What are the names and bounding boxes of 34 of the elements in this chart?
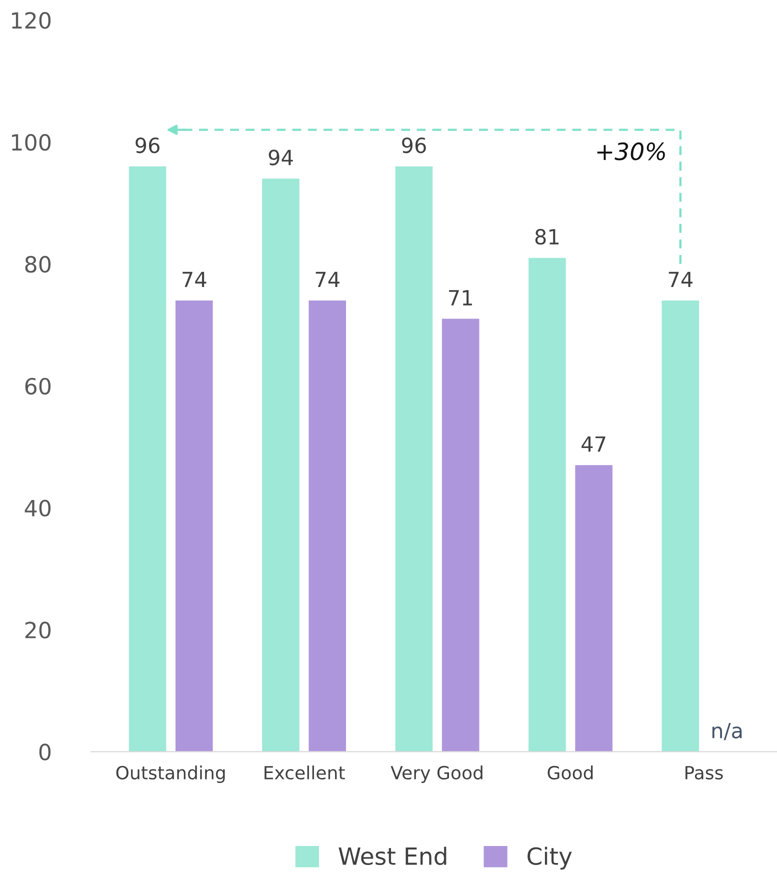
y-tick-label: 120 xyxy=(12,12,51,29)
bar xyxy=(575,465,612,752)
x-tick-label: Very Good xyxy=(390,766,482,784)
x-tick-label: Excellent xyxy=(264,766,345,780)
x-tick-label: Outstanding xyxy=(116,766,225,784)
data-label: 74 xyxy=(316,272,340,288)
y-tick-label: 80 xyxy=(25,256,51,273)
data-label: 71 xyxy=(449,290,472,306)
bar xyxy=(176,300,213,752)
y-tick-label: 60 xyxy=(25,378,51,395)
bar xyxy=(662,300,700,752)
text: n/a xyxy=(712,722,742,740)
data-label: 81 xyxy=(535,228,559,245)
legend-label: West End xyxy=(338,846,446,866)
bar xyxy=(395,166,433,752)
data-label: 96 xyxy=(136,137,160,154)
data-label: 47 xyxy=(582,436,606,452)
bar xyxy=(528,258,566,752)
x-tick-label: Pass xyxy=(686,766,723,780)
bar xyxy=(308,300,346,752)
data-label: 96 xyxy=(402,137,426,154)
data-label: 74 xyxy=(182,272,206,288)
y-tick-label: 100 xyxy=(12,134,51,151)
y-tick-label: 40 xyxy=(24,500,51,517)
data-label: 94 xyxy=(268,150,293,166)
y-tick-label: 0 xyxy=(39,744,51,760)
bar xyxy=(128,166,166,752)
x-tick-label: Good xyxy=(548,766,593,780)
annotation: +30% xyxy=(597,142,665,160)
bar xyxy=(442,318,480,752)
bar xyxy=(262,178,300,752)
legend-label: City xyxy=(528,846,572,870)
y-tick-label: 20 xyxy=(25,622,51,638)
data-label: 74 xyxy=(668,272,692,288)
